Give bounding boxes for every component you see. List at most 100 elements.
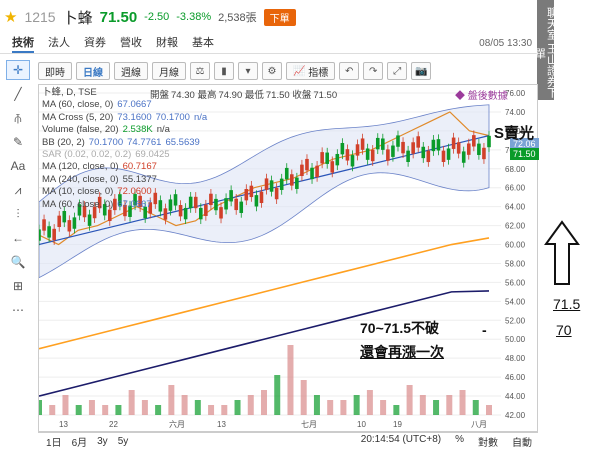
camera-icon[interactable]: 📷 xyxy=(411,62,432,80)
y-tick-label: 60.00 xyxy=(505,241,526,250)
candle-body xyxy=(254,195,259,207)
volume-bar xyxy=(88,400,95,415)
legend-row-value: 2.538K xyxy=(122,124,153,136)
legend-row-value2: 70.1700 xyxy=(155,111,190,123)
candle-body xyxy=(411,142,415,154)
candle-body xyxy=(274,187,279,200)
stock-volume: 2,538張 xyxy=(218,12,257,24)
volume-bar xyxy=(486,405,492,415)
candle-body xyxy=(47,226,51,238)
candle-body xyxy=(310,167,314,180)
close-label: 收盤 xyxy=(292,90,312,101)
y-tick-label: 42.00 xyxy=(505,411,526,420)
pattern-icon[interactable]: ⩘ xyxy=(14,182,22,197)
more-icon[interactable]: ⋯ xyxy=(12,303,24,317)
auto-toggle[interactable]: 自動 xyxy=(512,438,532,449)
interval-weekly-button[interactable]: 週線 xyxy=(114,62,148,80)
indicators-button[interactable]: 📈 指標 xyxy=(286,62,336,80)
candle-body xyxy=(178,205,183,217)
interval-daily-button[interactable]: 日線 xyxy=(76,62,110,80)
chart-area[interactable]: 76.0074.0072.0070.0068.0066.0064.0062.00… xyxy=(36,84,538,432)
log-toggle[interactable]: 對數 xyxy=(478,438,498,449)
volume-bar xyxy=(300,380,307,415)
settings-gear-icon[interactable]: ⚙ xyxy=(262,62,282,80)
x-tick-label: 10 xyxy=(357,420,366,429)
fullscreen-icon[interactable]: ⤢ xyxy=(387,62,408,80)
brush-icon[interactable]: ✎ xyxy=(12,135,24,149)
fib-icon[interactable]: ⫶ xyxy=(16,206,20,221)
compare-icon[interactable]: ⚖ xyxy=(190,62,210,80)
candle-body xyxy=(355,144,360,156)
volume-bar xyxy=(353,395,360,415)
candle-body xyxy=(350,155,355,167)
order-button[interactable]: 下單 xyxy=(263,8,296,26)
crosshair-icon[interactable]: ✛ xyxy=(6,60,30,80)
percent-toggle[interactable]: % xyxy=(455,434,464,445)
range-3y[interactable]: 3y xyxy=(97,436,108,447)
clock: 20:14:54 (UTC+8) xyxy=(360,434,442,445)
candle-body xyxy=(461,151,466,163)
candle-body xyxy=(477,143,481,155)
range-6m[interactable]: 6月 xyxy=(71,438,88,449)
tab-technical[interactable]: 技術 xyxy=(12,34,34,53)
candle-body xyxy=(198,207,203,220)
x-tick-label: 22 xyxy=(109,420,118,429)
volume-bar xyxy=(62,395,69,415)
chart-svg[interactable]: 76.0074.0072.0070.0068.0066.0064.0062.00… xyxy=(36,85,537,431)
arrow-left-icon[interactable]: ← xyxy=(12,231,24,245)
y-tick-label: 52.00 xyxy=(505,316,526,325)
legend-row-label: SAR (0.02, 0.02, 0.2) xyxy=(42,149,132,161)
candle-body xyxy=(52,228,56,241)
tab-revenue[interactable]: 營收 xyxy=(120,37,142,49)
candle-body xyxy=(163,208,168,220)
legend-row-value: 67.0667 xyxy=(117,198,152,210)
candle-body xyxy=(128,205,132,217)
candle-body xyxy=(300,164,304,177)
sidebar-chat-order[interactable]: 聊天室 玉山證券下單 xyxy=(534,0,558,100)
legend-row-extra: n/a xyxy=(193,111,208,123)
measure-icon[interactable]: ⊞ xyxy=(12,279,24,293)
stock-change-pct: -3.38% xyxy=(176,11,212,23)
tab-margin[interactable]: 資券 xyxy=(84,37,106,49)
favorite-star-icon[interactable]: ★ xyxy=(4,9,18,26)
interval-monthly-button[interactable]: 月線 xyxy=(152,62,186,80)
redo-icon[interactable]: ↷ xyxy=(363,62,384,80)
candle-style-icon[interactable]: ▮ xyxy=(214,62,234,80)
candle-body xyxy=(102,204,107,216)
zoom-icon[interactable]: 🔍 xyxy=(10,255,26,269)
legend-row-value: 72.0600 xyxy=(117,186,152,198)
volume-bar xyxy=(181,395,188,415)
y-tick-label: 74.00 xyxy=(505,108,526,117)
chart-type-dropdown-icon[interactable]: ▾ xyxy=(238,62,258,80)
datetime: 08/05 13:30 xyxy=(479,38,532,49)
y-tick-label: 50.00 xyxy=(505,335,526,344)
candle-body xyxy=(381,138,385,150)
volume-bar xyxy=(194,400,201,415)
y-tick-label: 48.00 xyxy=(505,354,526,363)
trend-line-icon[interactable]: ╱ xyxy=(14,87,22,101)
chart-toolbar: 即時 日線 週線 月線 ⚖ ▮ ▾ ⚙ 📈 指標 ↶ ↷ ⤢ 📷 xyxy=(38,60,540,82)
text-tool-icon[interactable]: Aa xyxy=(10,159,26,173)
candle-body xyxy=(123,204,127,217)
y-tick-label: 46.00 xyxy=(505,373,526,382)
range-5y[interactable]: 5y xyxy=(117,436,129,447)
candle-body xyxy=(325,152,330,164)
y-tick-label: 56.00 xyxy=(505,278,526,287)
legend-row-value2: 74.7761 xyxy=(127,136,162,148)
open-label: 開盤 xyxy=(150,90,170,101)
tab-financials[interactable]: 財報 xyxy=(156,37,178,49)
legend-row-value: 70.1700 xyxy=(88,136,124,148)
undo-icon[interactable]: ↶ xyxy=(339,62,360,80)
y-tick-label: 66.00 xyxy=(505,184,526,193)
pitchfork-icon[interactable]: ⫚ xyxy=(14,110,22,125)
interval-realtime-button[interactable]: 即時 xyxy=(38,62,72,80)
range-1d[interactable]: 1日 xyxy=(46,438,62,449)
tab-institutional[interactable]: 法人 xyxy=(48,37,70,49)
candle-body xyxy=(416,136,421,148)
legend-row-label: MA (240, close, 0) xyxy=(42,173,119,185)
candle-body xyxy=(446,148,451,160)
y-tick-label: 62.00 xyxy=(505,222,526,231)
indicator-legend: 卜蜂, D, TSE MA (60, close, 0) 67.0667 MA C… xyxy=(42,87,207,211)
candle-body xyxy=(224,198,228,210)
tab-fundamentals[interactable]: 基本 xyxy=(192,37,214,49)
